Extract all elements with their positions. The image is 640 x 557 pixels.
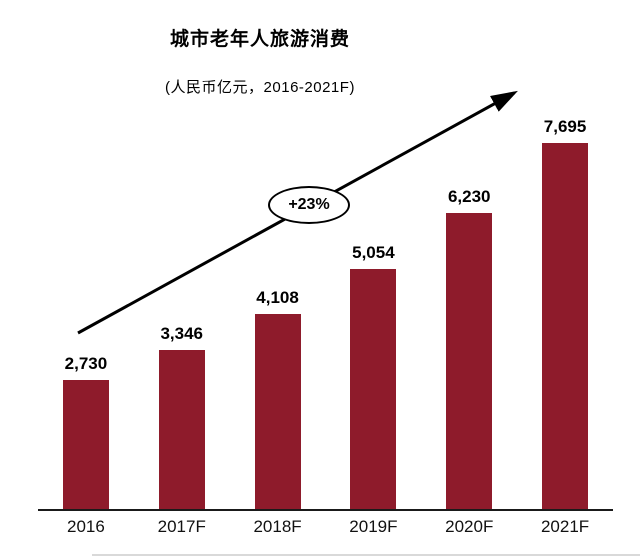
bar-value-label: 6,230 [447,187,491,206]
bar-value-label: 4,108 [256,288,299,307]
chart-header: 城市老年人旅游消费 [0,24,520,51]
bar-column: 3,346 [134,100,230,510]
bar [542,143,589,510]
chart-subtitle: (人民币亿元，2016-2021F) [165,79,355,96]
plot-area: 2,730 3,346 4,108 5,054 6,230 7,695 [38,100,613,510]
category-label: 2019F [349,517,398,536]
bottom-divider [92,554,640,556]
bar-value-label: 2,730 [64,354,108,373]
chart-title: 城市老年人旅游消费 [169,29,350,50]
bar-column: 4,108 [230,100,326,510]
bar-column: 7,695 [517,100,613,510]
category-label: 2020F [445,517,494,536]
bar [350,269,397,510]
bar [62,380,109,510]
bar [158,350,205,510]
category-axis: 2016 2017F 2018F 2019F 2020F 2021F [38,517,613,537]
bar [254,314,301,510]
bar [446,213,493,510]
category-label: 2016 [67,517,105,536]
bar-column: 5,054 [325,100,421,510]
bar-value-label: 3,346 [160,324,204,343]
growth-rate-badge: +23% [268,186,350,224]
bar-value-label: 5,054 [352,243,395,262]
bar-column: 6,230 [421,100,517,510]
category-label: 2017F [157,517,206,536]
category-label: 2021F [540,517,590,536]
category-label: 2018F [253,517,302,536]
growth-rate-label: +23% [288,196,330,213]
bar-column: 2,730 [38,100,134,510]
bar-value-label: 7,695 [543,117,587,136]
x-axis-line [38,509,613,511]
